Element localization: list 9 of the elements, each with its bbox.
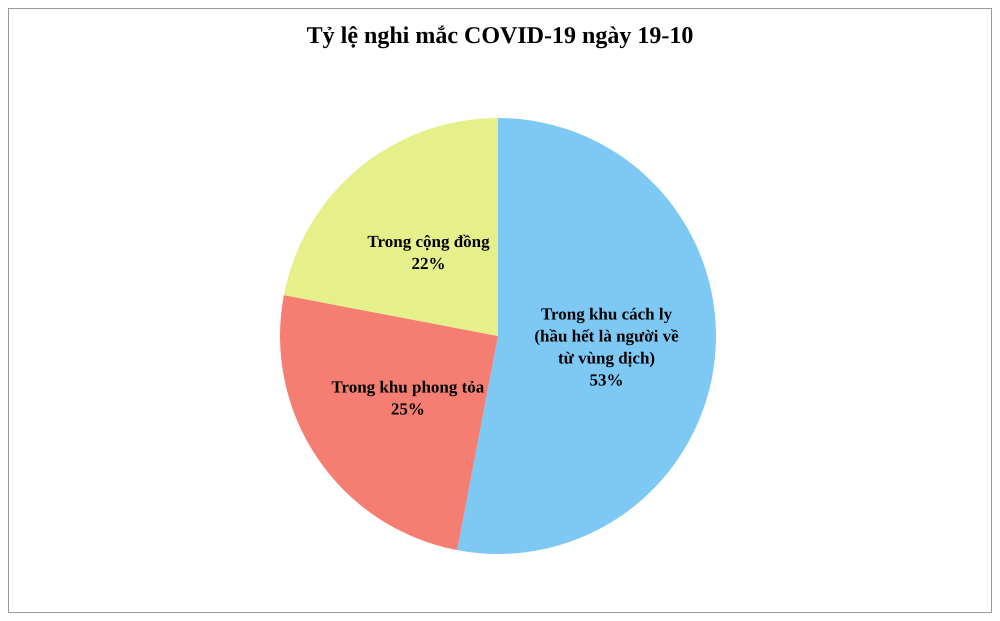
slice-label: Trong khu cách ly (hầu hết là người về từ vùng dịch): [534, 304, 680, 367]
data-label: 53%: [590, 370, 624, 389]
chart-title: Tỷ lệ nghi mắc COVID-19 ngày 19-10: [306, 23, 694, 50]
data-label: 22%: [412, 254, 446, 273]
pie-slice: [284, 118, 498, 336]
data-label: 25%: [390, 398, 425, 418]
pie-slice: [280, 295, 498, 550]
slice-label: Trong khu phong tỏa: [331, 376, 485, 396]
slice-label: Trong cộng đồng: [367, 232, 490, 251]
